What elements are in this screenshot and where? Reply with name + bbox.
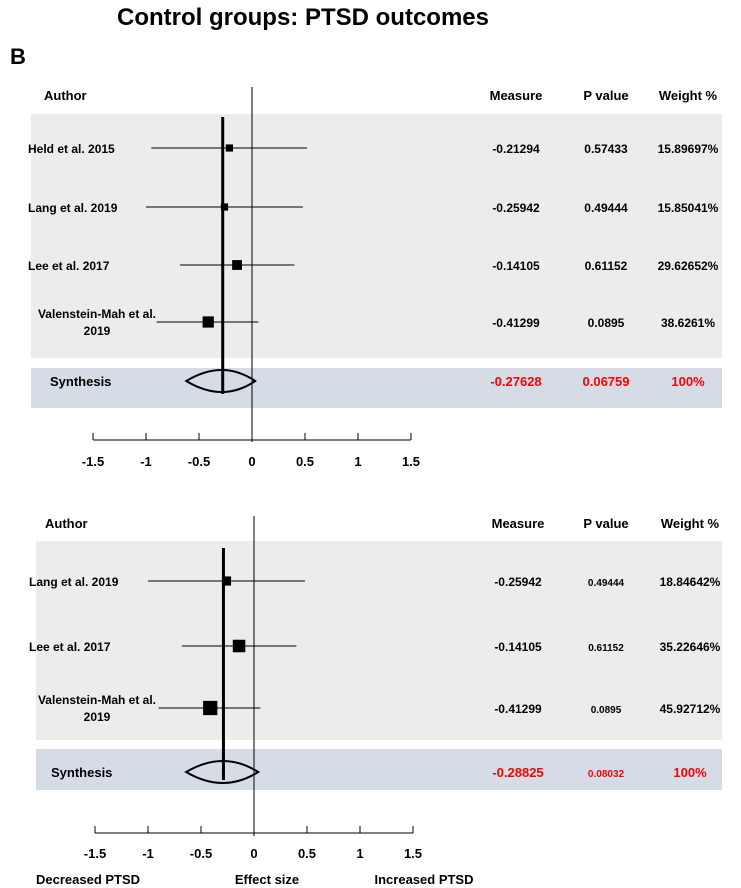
panel-2-synthesis-label: Synthesis xyxy=(51,765,112,780)
panel-1-study-3-marker xyxy=(232,260,242,270)
panel-2-synthesis-p-value: 0.08032 xyxy=(588,769,625,780)
panel-1-study-4-marker xyxy=(202,316,214,328)
panel-2-header-author: Author xyxy=(45,516,88,531)
panel-2-synthesis-measure: -0.28825 xyxy=(492,765,543,780)
panel-2-synthesis-weight: 100% xyxy=(673,765,707,780)
panel-2-header-measure: Measure xyxy=(492,516,545,531)
panel-1-synthesis-weight: 100% xyxy=(671,374,705,389)
panel-1-header-p-value: P value xyxy=(583,88,628,103)
panel-2-study-3-author-line-2: 2019 xyxy=(84,710,111,724)
panel-2-study-1-weight: 18.84642% xyxy=(660,575,721,589)
panel-1-synthesis-p-value: 0.06759 xyxy=(583,374,630,389)
panel-2-header-weight: Weight % xyxy=(661,516,720,531)
panel-1-x-tick-label-2: -1 xyxy=(140,454,152,469)
panel-1-study-4-weight: 38.6261% xyxy=(661,316,715,330)
panel-1-x-tick-label-5: 0.5 xyxy=(296,454,314,469)
figure-title: Control groups: PTSD outcomes xyxy=(117,4,489,31)
panel-2-study-2-author: Lee et al. 2017 xyxy=(29,640,111,654)
panel-2-study-1-measure: -0.25942 xyxy=(494,575,542,589)
panel-1-study-4-p-value: 0.0895 xyxy=(588,316,625,330)
panel-2-footer-decreased: Decreased PTSD xyxy=(36,872,140,887)
panel-1-header-author: Author xyxy=(44,88,87,103)
panel-2-study-1-marker xyxy=(221,576,232,586)
panel-1-study-3-p-value: 0.61152 xyxy=(585,259,628,273)
panel-1-study-1-measure: -0.21294 xyxy=(492,142,540,156)
panel-1-synthesis-label: Synthesis xyxy=(50,374,111,389)
panel-1-x-tick-label-1: -1.5 xyxy=(82,454,104,469)
panel-1-study-4-author-line-1: Valenstein-Mah et al. xyxy=(38,307,156,321)
panel-2-study-2-marker xyxy=(232,639,246,653)
panel-2-x-tick-label-1: -1.5 xyxy=(84,846,106,861)
panel-1-synthesis-measure: -0.27628 xyxy=(490,374,541,389)
panel-2-x-tick-label-2: -1 xyxy=(142,846,154,861)
panel-1-study-1-weight: 15.89697% xyxy=(658,142,719,156)
panel-1-study-4-author-line-2: 2019 xyxy=(84,324,111,338)
panel-1-study-2-author: Lang et al. 2019 xyxy=(28,201,118,215)
panel-2-study-band xyxy=(36,541,722,740)
panel-1-study-2-p-value: 0.49444 xyxy=(584,201,628,215)
panel-1-study-3-author: Lee et al. 2017 xyxy=(28,259,110,273)
panel-2-x-tick-label-7: 1.5 xyxy=(404,846,422,861)
panel-2-synthesis-diamond xyxy=(184,760,261,784)
panel-1-synthesis-band xyxy=(31,368,722,408)
panel-1-study-1-author: Held et al. 2015 xyxy=(28,142,115,156)
panel-2-footer-effect-size: Effect size xyxy=(235,872,299,887)
panel-2-study-3-p-value: 0.0895 xyxy=(591,705,622,716)
panel-1-header-weight: Weight % xyxy=(659,88,718,103)
panel-2-x-tick-label-4: 0 xyxy=(250,846,257,861)
panel-2-study-3-marker xyxy=(203,700,218,716)
panel-2-footer-increased: Increased PTSD xyxy=(375,872,474,887)
panel-2-x-tick-label-6: 1 xyxy=(356,846,363,861)
panel-2-header-p-value: P value xyxy=(583,516,628,531)
panel-2-x-tick-label-3: -0.5 xyxy=(190,846,212,861)
panel-2-study-2-weight: 35.22646% xyxy=(660,640,721,654)
panel-1-study-band xyxy=(31,114,722,358)
panel-2-study-3-author-line-1: Valenstein-Mah et al. xyxy=(38,693,156,707)
panel-1-study-1-p-value: 0.57433 xyxy=(584,142,628,156)
panel-1-x-tick-label-3: -0.5 xyxy=(188,454,210,469)
panel-1-x-tick-label-6: 1 xyxy=(354,454,361,469)
panel-1-study-3-weight: 29.62652% xyxy=(658,259,719,273)
panel-2-study-1-author: Lang et al. 2019 xyxy=(29,575,119,589)
panel-2-x-tick-label-5: 0.5 xyxy=(298,846,316,861)
panel-2-study-1-p-value: 0.49444 xyxy=(588,578,625,589)
panel-2-study-3-weight: 45.92712% xyxy=(660,702,721,716)
panel-1-study-2-marker xyxy=(220,203,229,211)
panel-2-study-2-measure: -0.14105 xyxy=(494,640,542,654)
panel-1-x-tick-label-4: 0 xyxy=(248,454,255,469)
panel-1-study-2-weight: 15.85041% xyxy=(658,201,719,215)
panel-1-synthesis-diamond xyxy=(184,369,257,393)
panel-1-header-measure: Measure xyxy=(490,88,543,103)
panel-2-study-2-p-value: 0.61152 xyxy=(588,643,624,654)
panel-2-synthesis-band xyxy=(36,749,722,790)
panel-1-study-2-measure: -0.25942 xyxy=(492,201,540,215)
panel-1-study-1-marker xyxy=(225,144,234,152)
panel-1-study-3-measure: -0.14105 xyxy=(492,259,540,273)
panel-1-x-tick-label-7: 1.5 xyxy=(402,454,420,469)
panel-2-study-3-measure: -0.41299 xyxy=(494,702,542,716)
panel-label: B xyxy=(10,44,26,69)
panel-1-study-4-measure: -0.41299 xyxy=(492,316,540,330)
